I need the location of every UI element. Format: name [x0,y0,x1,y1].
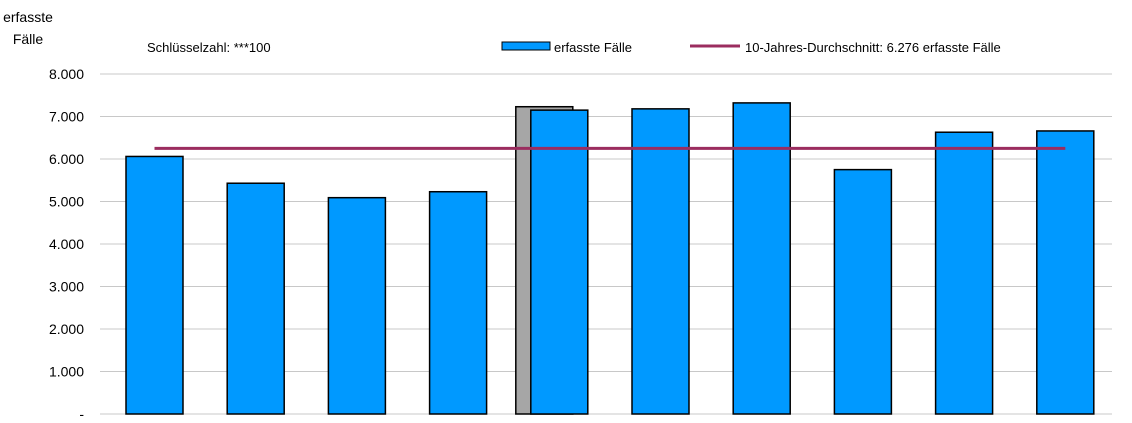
y-tick-label: 6.000 [49,151,84,167]
y-tick-label: 8.000 [49,66,84,82]
bar [428,190,488,415]
bar [327,196,387,415]
legend-bar-label: erfasste Fälle [554,40,632,55]
legend-bar-swatch [501,41,551,51]
bar [530,109,589,415]
bar [1036,130,1095,415]
legend-line-label: 10-Jahres-Durchschnitt: 6.276 erfasste F… [745,40,1001,55]
y-tick-label: 7.000 [49,109,84,125]
bars [125,102,1095,415]
y-tick-label: 2.000 [49,321,84,337]
y-tick-label: 4.000 [49,236,84,252]
legend: erfasste Fälle 10-Jahres-Durchschnitt: 6… [501,40,1001,55]
y-tick-label: 5.000 [49,194,84,210]
bar [732,102,791,415]
bar [833,168,893,415]
y-tick-label: - [79,406,84,418]
y-tick-label: 3.000 [49,279,84,295]
y-tick-label: 1.000 [49,364,84,380]
bar [631,108,690,415]
y-axis-label-line1: erfasste [3,9,53,25]
bar [125,155,184,415]
key-number-annotation: Schlüsselzahl: ***100 [147,40,271,55]
y-axis-label-line2: Fälle [13,31,44,47]
bar [934,131,994,415]
bar [226,182,285,415]
